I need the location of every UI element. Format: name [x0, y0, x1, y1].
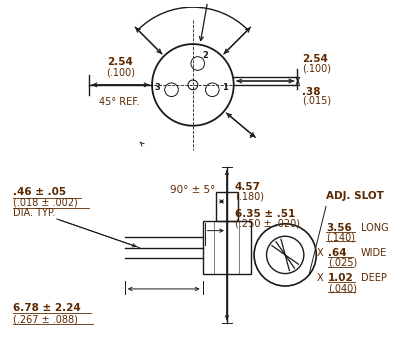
Text: X: X [316, 273, 323, 284]
Text: 6.35 ± .51: 6.35 ± .51 [235, 209, 295, 219]
Bar [216, 192, 238, 221]
Text: 2: 2 [203, 51, 208, 60]
Text: WIDE: WIDE [361, 248, 387, 258]
Text: 4.57: 4.57 [235, 182, 261, 192]
Text: 3: 3 [154, 83, 160, 92]
Text: (.100): (.100) [106, 67, 135, 77]
Text: DIA. TYP.: DIA. TYP. [13, 208, 56, 218]
Text: (.180): (.180) [235, 191, 264, 202]
Text: 1: 1 [222, 83, 228, 92]
Text: 2.54: 2.54 [108, 57, 134, 68]
Text: .38: .38 [302, 87, 320, 97]
Text: LONG: LONG [361, 223, 389, 233]
Bar [203, 221, 251, 274]
Text: (.025): (.025) [328, 258, 357, 268]
Text: (.100): (.100) [302, 63, 331, 73]
Text: 6.78 ± 2.24: 6.78 ± 2.24 [13, 303, 81, 314]
Text: 90° ± 5°: 90° ± 5° [170, 185, 216, 195]
Text: 3.56: 3.56 [326, 223, 352, 233]
Text: .64: .64 [328, 248, 346, 258]
Text: .46 ± .05: .46 ± .05 [13, 187, 66, 197]
Text: (.018 ± .002): (.018 ± .002) [13, 198, 78, 208]
Text: (.140): (.140) [326, 232, 355, 243]
Text: (.250 ± .020): (.250 ± .020) [235, 219, 300, 229]
Text: 45° REF.: 45° REF. [99, 97, 139, 106]
Text: X: X [316, 248, 323, 258]
Text: (.267 ± .088): (.267 ± .088) [13, 314, 78, 324]
Text: 1.02: 1.02 [328, 273, 354, 284]
Text: (.015): (.015) [302, 96, 331, 106]
Text: ADJ. SLOT: ADJ. SLOT [326, 191, 384, 202]
Text: (.040): (.040) [328, 283, 357, 293]
Text: DEEP: DEEP [361, 273, 387, 284]
Text: 2.54: 2.54 [302, 54, 328, 63]
